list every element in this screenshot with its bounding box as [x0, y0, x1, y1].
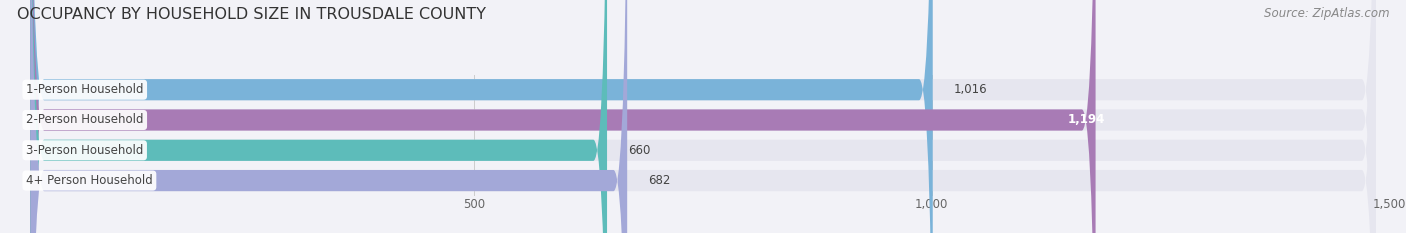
FancyBboxPatch shape: [31, 0, 1375, 233]
Text: 4+ Person Household: 4+ Person Household: [27, 174, 153, 187]
Text: 3-Person Household: 3-Person Household: [27, 144, 143, 157]
Text: 2-Person Household: 2-Person Household: [27, 113, 143, 127]
FancyBboxPatch shape: [31, 0, 627, 233]
Text: 682: 682: [648, 174, 671, 187]
FancyBboxPatch shape: [31, 0, 932, 233]
FancyBboxPatch shape: [31, 0, 607, 233]
Text: 660: 660: [628, 144, 651, 157]
Text: 1,194: 1,194: [1067, 113, 1105, 127]
FancyBboxPatch shape: [31, 0, 1375, 233]
Text: Source: ZipAtlas.com: Source: ZipAtlas.com: [1264, 7, 1389, 20]
FancyBboxPatch shape: [31, 0, 1375, 233]
FancyBboxPatch shape: [31, 0, 1375, 233]
Text: 1,016: 1,016: [953, 83, 987, 96]
Text: 1-Person Household: 1-Person Household: [27, 83, 143, 96]
Text: OCCUPANCY BY HOUSEHOLD SIZE IN TROUSDALE COUNTY: OCCUPANCY BY HOUSEHOLD SIZE IN TROUSDALE…: [17, 7, 486, 22]
FancyBboxPatch shape: [31, 0, 1095, 233]
